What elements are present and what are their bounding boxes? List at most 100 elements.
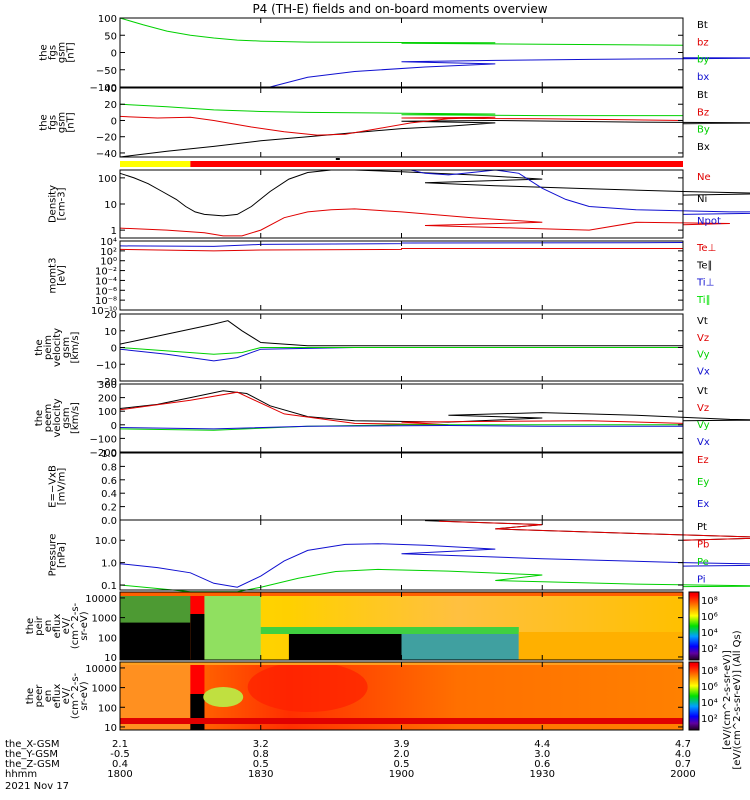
- y-axis-label: gsm: [61, 407, 72, 428]
- y-axis-label: [eV]: [57, 265, 68, 286]
- y-tick-label: 0.2: [101, 503, 117, 514]
- y-tick-label: 10⁰: [100, 257, 117, 268]
- panel-pressure: 10.0 1.0 0.1 Pressure[nPa] Pt Pb Pe Pi: [48, 519, 750, 593]
- series-Vt: [119, 390, 750, 423]
- y-axis-label: [km/s]: [70, 402, 81, 434]
- legend-Ni: Ni: [697, 194, 707, 205]
- panel-frame: [119, 169, 684, 239]
- y-axis-label: peim: [43, 335, 54, 360]
- legend-Vz: Vz: [697, 403, 709, 414]
- legend-Vx: Vx: [697, 366, 710, 377]
- spectrogram-green-spot: [203, 687, 244, 707]
- colorbar-strip: [688, 661, 700, 731]
- series-Vx: [119, 424, 683, 430]
- y-tick-label: 40: [104, 84, 117, 95]
- series-Te⊥: [119, 248, 683, 252]
- spectrogram-green-band: [120, 592, 191, 623]
- y-axis-label: peem: [43, 404, 54, 432]
- ephemeris-value: 3.0: [534, 749, 550, 760]
- legend-Bt: Bt: [697, 90, 708, 101]
- series-Npot: [410, 169, 750, 215]
- y-tick-label: 0: [111, 421, 117, 432]
- status-bar-marker: [335, 158, 340, 160]
- legend-Ti∥: Ti∥: [696, 295, 711, 306]
- colorbar-tick-label: 10⁶: [701, 682, 718, 693]
- colorbar-label: [eV/(cm^2-s-sr-eV)] (All Qs): [732, 630, 743, 769]
- y-tick-label: 10: [104, 327, 117, 338]
- colorbar-tick-label: 10²: [701, 714, 718, 725]
- legend-by: by: [697, 55, 709, 66]
- spectrogram-low-energy-teal: [401, 634, 519, 660]
- y-tick-label: 10⁻¹⁰: [91, 306, 117, 317]
- y-tick-label: −20: [96, 377, 117, 388]
- ephemeris-value: 0.4: [112, 759, 128, 770]
- y-axis-label: (cm^2-s-: [70, 672, 81, 719]
- legend-Te⊥: Te⊥: [696, 243, 716, 254]
- y-tick-label: 10.0: [95, 536, 117, 547]
- y-axis-label: the: [34, 410, 45, 426]
- y-axis-label: fgs: [48, 115, 59, 130]
- ephemeris-value: 3.9: [394, 739, 410, 750]
- legend-Ti⊥: Ti⊥: [696, 278, 714, 289]
- y-tick-label: 10000: [85, 664, 117, 675]
- y-axis-label: [km/s]: [70, 331, 81, 363]
- y-axis-label: gsm: [57, 112, 68, 133]
- y-tick-label: 20: [104, 100, 117, 111]
- y-axis-label: velocity: [52, 328, 63, 367]
- legend-Bx: Bx: [697, 142, 710, 153]
- ephemeris-label: the_X-GSM: [5, 739, 59, 750]
- series-Pb: [438, 520, 750, 541]
- legend-Pe: Pe: [697, 557, 709, 568]
- panel-peem_velocity: 300 200 100 0 −100 −200 thepeemvelocitygsm[km/…: [34, 380, 750, 459]
- y-axis-label: peer: [34, 684, 45, 708]
- legend-Vx: Vx: [697, 437, 710, 448]
- panel-efield: 1.0 0.8 0.6 0.4 0.2 0.0 E=−VxB[mV/m] Ez Ey Ex: [48, 449, 710, 527]
- legend-Pt: Pt: [697, 522, 707, 533]
- panel-frame: [119, 240, 684, 311]
- y-axis-label: en: [43, 690, 54, 703]
- y-tick-label: 0.0: [101, 516, 117, 527]
- y-tick-label: −200: [90, 448, 117, 459]
- y-tick-label: 0: [111, 49, 117, 60]
- status-bar-red: [190, 161, 683, 167]
- legend-By: By: [697, 125, 710, 136]
- series-by: [119, 17, 684, 47]
- y-axis-label: Density: [48, 185, 59, 223]
- y-tick-label: 200: [98, 394, 117, 405]
- y-axis-label: eV/: [61, 687, 72, 704]
- status-bar-yellow: [120, 161, 191, 167]
- y-tick-label: 100: [98, 703, 117, 714]
- ephemeris-value: 2000: [670, 769, 695, 780]
- y-tick-label: 100: [98, 407, 117, 418]
- y-axis-label: [cm-3]: [57, 187, 68, 220]
- y-tick-label: 10000: [85, 594, 117, 605]
- y-tick-label: −100: [90, 434, 117, 445]
- date-label: 2021 Nov 17: [5, 781, 69, 792]
- ephemeris-value: 2.0: [394, 749, 410, 760]
- legend-Vy: Vy: [697, 350, 710, 361]
- y-tick-label: 100: [98, 633, 117, 644]
- legend-Ey: Ey: [697, 477, 709, 488]
- spectrogram-green-band-mid: [260, 627, 519, 634]
- ephemeris-value: 1830: [248, 769, 273, 780]
- colorbar-tick-label: 10⁶: [701, 612, 718, 623]
- legend-Te∥: Te∥: [696, 260, 713, 271]
- y-axis-label: [nT]: [66, 42, 77, 62]
- y-axis-label: eflux: [52, 684, 63, 709]
- series-Vt: [119, 320, 683, 347]
- ephemeris-value: 0.5: [394, 759, 410, 770]
- legend-bz: bz: [697, 37, 709, 48]
- colorbar-tick-label: 10⁴: [701, 628, 718, 639]
- legend-Bz: Bz: [697, 107, 709, 118]
- colorbar-label-2: [eV/(cm^2-s-sr-eV)]: [722, 650, 733, 750]
- series-Vy: [119, 347, 683, 355]
- figure-title: P4 (TH-E) fields and on-board moments ov…: [252, 2, 547, 16]
- y-tick-label: 0: [111, 344, 117, 355]
- y-axis-label: E=−VxB: [48, 465, 59, 508]
- y-axis-label: the: [39, 44, 50, 60]
- series-Ne: [119, 208, 730, 237]
- panel-frame: [119, 17, 684, 88]
